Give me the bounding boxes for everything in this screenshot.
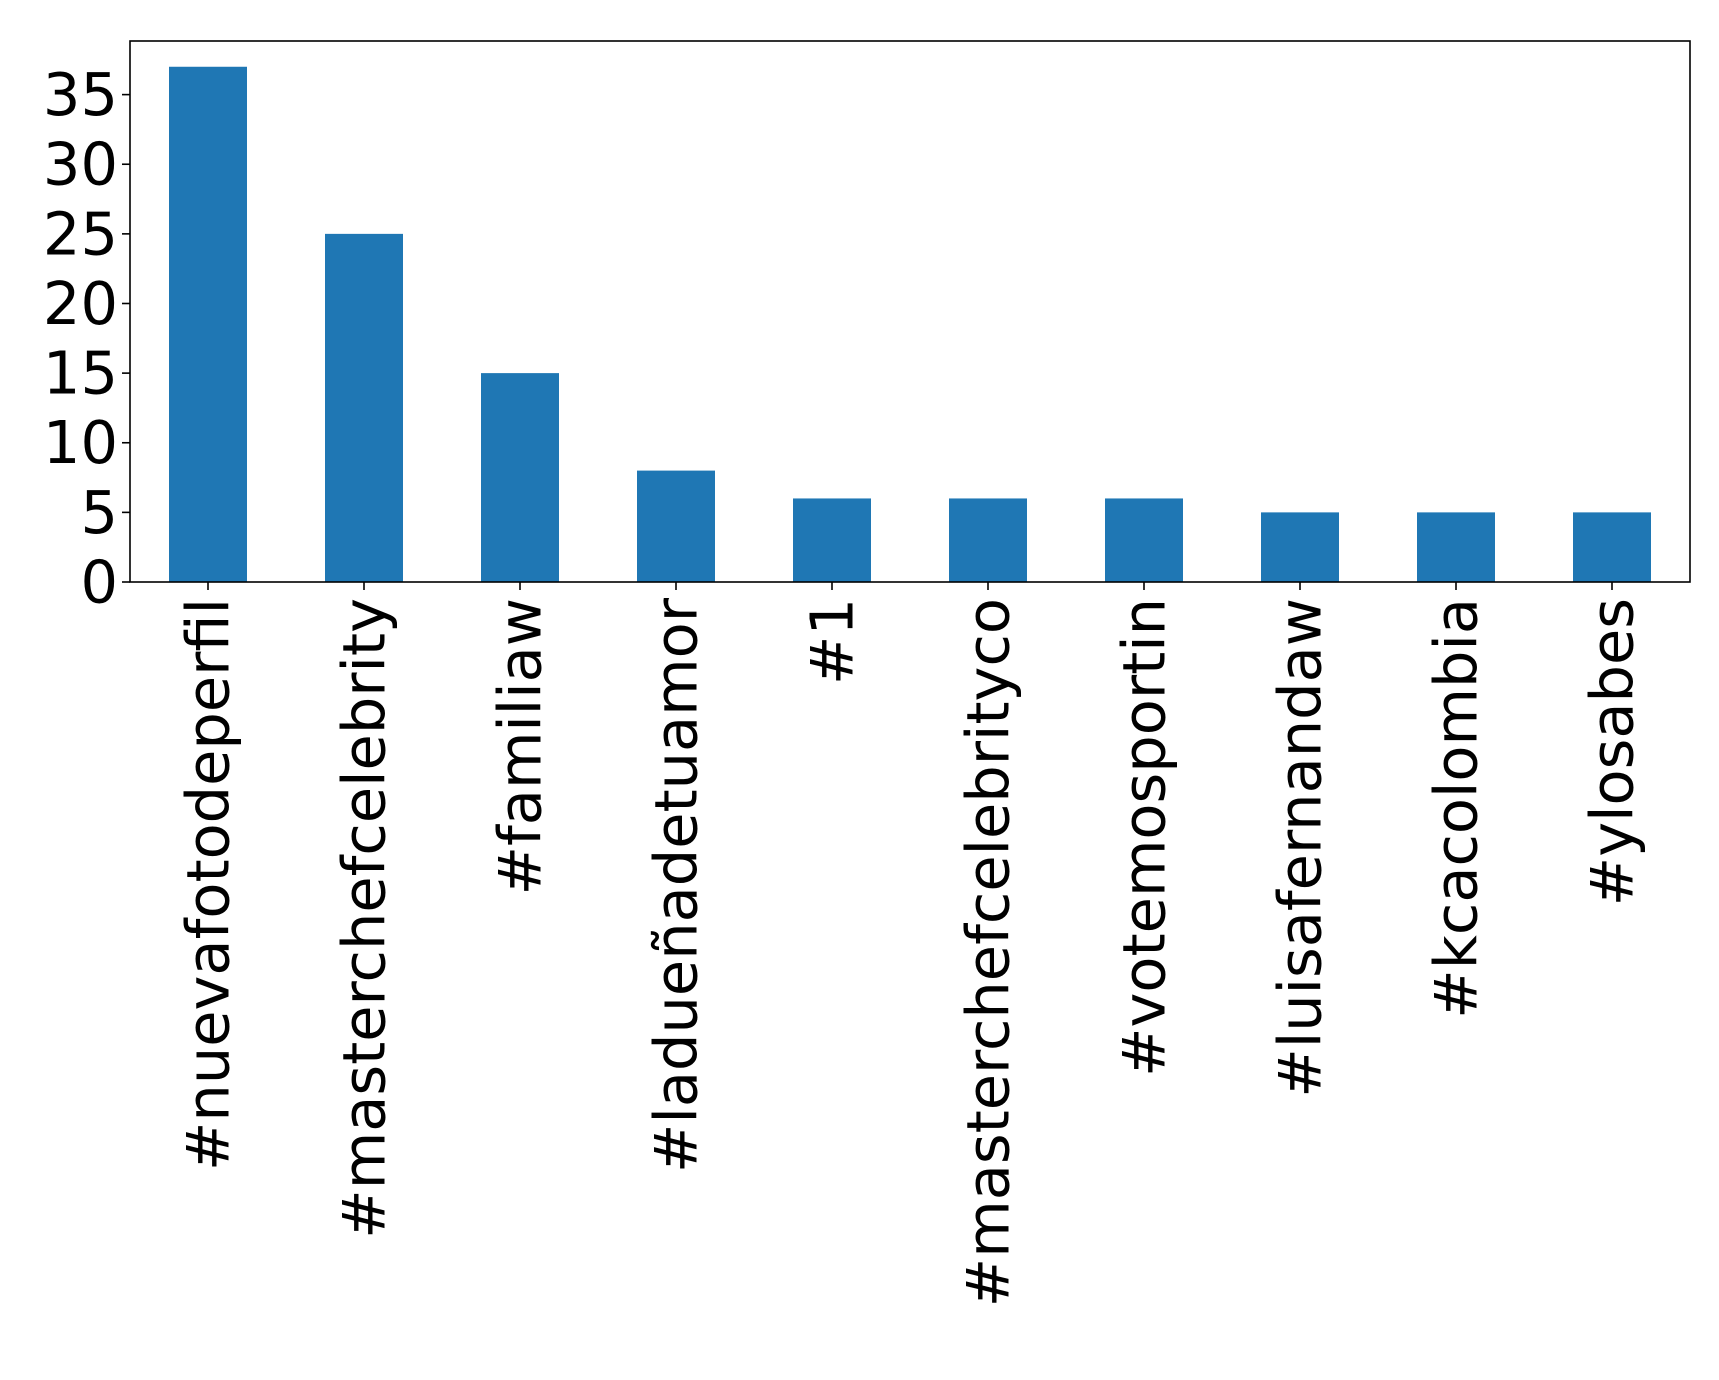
bar-5 — [949, 498, 1027, 582]
bar-7 — [1261, 512, 1339, 582]
y-tick-label: 10 — [43, 408, 118, 477]
bar-4 — [793, 498, 871, 582]
bar-8 — [1417, 512, 1495, 582]
x-tick-label: #1 — [798, 598, 867, 685]
y-tick-label: 0 — [80, 548, 118, 617]
x-tick-label: #ylosabes — [1578, 598, 1647, 906]
y-tick-label: 30 — [43, 130, 118, 199]
bars-layer — [169, 66, 1651, 582]
x-tick-label: #kcacolombia — [1422, 598, 1491, 1019]
x-axis-ticks: #nuevafotodeperfil #masterchefcelebrity #f… — [174, 582, 1647, 1307]
bar-9 — [1573, 512, 1651, 582]
x-tick-label: #masterchefcelebrityco — [954, 598, 1023, 1307]
bar-1 — [325, 233, 403, 582]
y-tick-label: 15 — [43, 339, 118, 408]
bar-3 — [637, 470, 715, 582]
y-tick-label: 5 — [80, 478, 118, 547]
bar-2 — [481, 373, 559, 582]
y-tick-label: 20 — [43, 269, 118, 338]
y-tick-label: 35 — [43, 60, 118, 129]
x-tick-label: #votemosportin — [1110, 598, 1179, 1077]
plot-area-frame — [129, 40, 1691, 583]
x-tick-label: #masterchefcelebrity — [330, 598, 399, 1239]
x-tick-label: #nuevafotodeperfil — [174, 598, 243, 1171]
x-tick-label: #luisafernandaw — [1266, 598, 1335, 1098]
bar-6 — [1105, 498, 1183, 582]
x-tick-label: #familiaw — [486, 598, 555, 895]
bar-0 — [169, 66, 247, 582]
y-tick-label: 25 — [43, 199, 118, 268]
x-tick-label: #ladueñadetuamor — [642, 597, 711, 1173]
